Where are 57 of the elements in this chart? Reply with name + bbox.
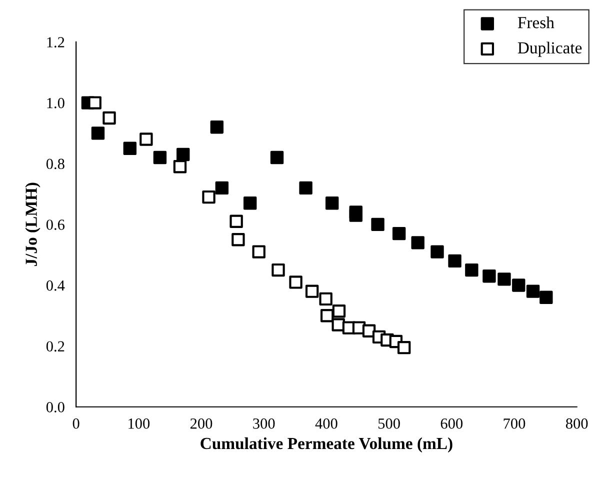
y-tick-label: 0.8: [46, 158, 64, 170]
x-tick-label: 500: [378, 418, 400, 429]
point: [232, 233, 245, 246]
point: [230, 214, 243, 228]
x-tick-label: 0: [72, 418, 80, 429]
point: [176, 148, 190, 162]
point: [289, 276, 302, 289]
point: [272, 263, 285, 277]
point: [173, 160, 187, 174]
point: [448, 254, 462, 268]
point: [332, 304, 346, 318]
point: [392, 226, 406, 240]
point: [210, 120, 224, 134]
x-tick-label: 800: [566, 418, 588, 429]
point: [540, 290, 553, 304]
point: [270, 150, 284, 164]
x-tick-label: 700: [504, 418, 526, 429]
point: [371, 218, 384, 232]
point: [215, 181, 229, 195]
legend-label: Duplicate: [518, 42, 582, 57]
x-axis-title: Cumulative Permeate Volume (mL): [200, 437, 452, 453]
y-tick-label: 0.4: [46, 280, 65, 291]
y-tick-label: 1.0: [47, 98, 64, 108]
point: [498, 272, 511, 286]
point: [91, 126, 105, 140]
point: [325, 196, 339, 210]
point: [320, 309, 334, 322]
point: [252, 245, 266, 258]
point: [512, 278, 526, 292]
point: [305, 284, 319, 298]
point: [319, 292, 332, 306]
x-tick-label: 400: [315, 418, 338, 429]
point: [430, 245, 444, 258]
y-tick-label: 0.2: [46, 341, 64, 352]
y-tick-label: 0.0: [46, 402, 64, 412]
x-tick-label: 300: [253, 418, 275, 429]
point: [202, 190, 216, 204]
point: [153, 150, 167, 164]
point: [526, 284, 540, 298]
point: [349, 208, 362, 222]
point: [140, 132, 153, 146]
point: [123, 142, 137, 156]
point: [102, 111, 116, 125]
point: [299, 181, 312, 195]
y-tick-label: 1.2: [47, 37, 64, 48]
point: [397, 340, 411, 354]
x-tick-label: 600: [440, 418, 463, 429]
point: [88, 96, 102, 110]
x-tick-label: 100: [128, 418, 150, 429]
legend-label: Fresh: [518, 16, 554, 28]
point: [411, 236, 424, 250]
x-tick-label: 200: [190, 418, 212, 429]
y-axis-title: J/Jo (LMH): [25, 182, 40, 266]
point: [465, 263, 478, 277]
point: [243, 196, 257, 210]
point: [482, 270, 496, 283]
y-tick-label: 0.6: [46, 220, 65, 230]
